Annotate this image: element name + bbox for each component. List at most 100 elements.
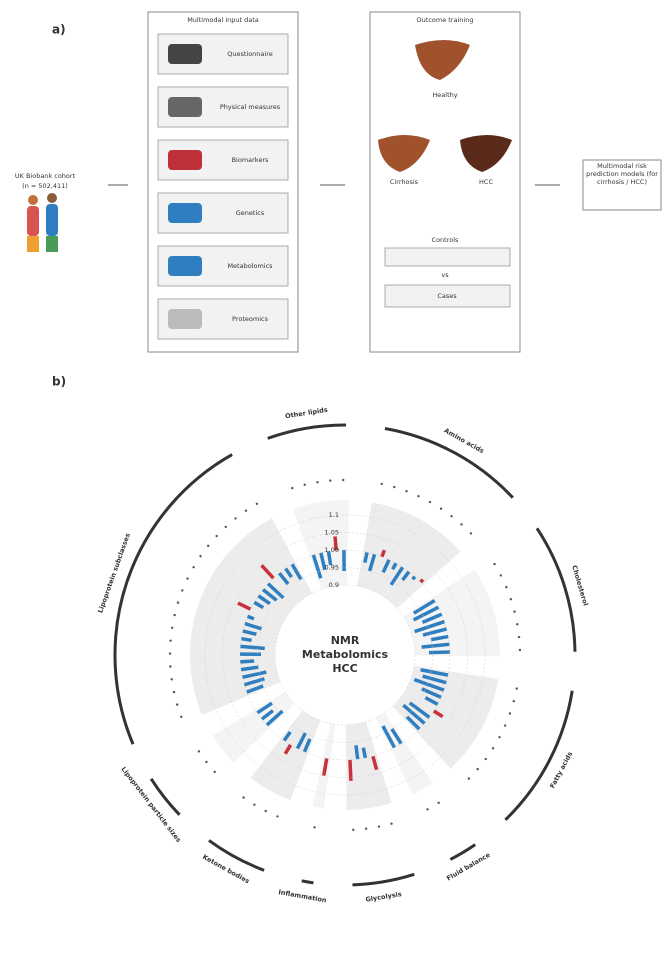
input-label: Biomarkers — [232, 156, 269, 164]
marker-dot — [291, 487, 293, 489]
marker-dot — [510, 598, 512, 600]
center-title: Metabolomics — [302, 648, 389, 661]
input-label: Genetics — [236, 209, 265, 217]
vs-label: vs — [441, 271, 449, 279]
marker-dot — [173, 614, 175, 616]
marker-dot — [181, 589, 183, 591]
marker-dot — [437, 802, 439, 804]
marker-dot — [500, 574, 502, 576]
marker-dot — [176, 703, 178, 705]
marker-dot — [516, 687, 518, 689]
marker-dot — [234, 517, 236, 519]
marker-dot — [426, 808, 428, 810]
center-title: NMR — [331, 634, 360, 647]
marker-dot — [468, 777, 470, 779]
marker-dot — [265, 810, 267, 812]
group-label: Inflammation — [278, 888, 328, 904]
controls-label: Controls — [432, 236, 459, 244]
output-text: Multimodal risk prediction models (for c… — [585, 162, 659, 186]
tick-label: 1.00 — [325, 546, 339, 554]
marker-dot — [493, 563, 495, 565]
marker-dot — [460, 523, 462, 525]
group-arc — [268, 425, 346, 438]
marker-dot — [352, 829, 354, 831]
marker-dot — [276, 815, 278, 817]
marker-dot — [429, 501, 431, 503]
outcome-title: Outcome training — [417, 16, 474, 24]
marker-dot — [518, 636, 520, 638]
marker-dot — [242, 796, 244, 798]
liver-label: Healthy — [432, 91, 457, 99]
marker-dot — [342, 479, 344, 481]
group-label: Lipoprotein subclasses — [96, 532, 132, 614]
marker-dot — [329, 479, 331, 481]
input-icon — [168, 44, 202, 64]
marker-dot — [509, 712, 511, 714]
marker-dot — [253, 804, 255, 806]
marker-dot — [245, 510, 247, 512]
bar — [363, 748, 365, 758]
marker-dot — [205, 761, 207, 763]
marker-dot — [199, 555, 201, 557]
marker-dot — [304, 483, 306, 485]
marker-dot — [169, 652, 171, 654]
bar — [247, 616, 254, 619]
marker-dot — [504, 724, 506, 726]
input-icon — [168, 203, 202, 223]
group-label: Fluid balance — [445, 851, 492, 883]
marker-dot — [171, 627, 173, 629]
bar — [356, 745, 358, 759]
panel-label: a) — [52, 23, 66, 37]
marker-dot — [214, 771, 216, 773]
group-label: Ketone bodies — [201, 853, 251, 886]
marker-dot — [169, 665, 171, 667]
marker-dot — [169, 639, 171, 641]
group-label: Cholesterol — [570, 564, 590, 606]
marker-dot — [365, 828, 367, 830]
marker-dot — [470, 532, 472, 534]
marker-dot — [485, 758, 487, 760]
bar — [382, 550, 384, 557]
bar — [421, 580, 424, 582]
bar — [241, 667, 258, 669]
bar — [350, 760, 351, 781]
cohort-title: UK Biobank cohort — [15, 172, 76, 180]
input-icon — [168, 150, 202, 170]
cohort-n: (n = 502,411) — [22, 182, 68, 190]
bar — [413, 577, 415, 580]
marker-dot — [519, 649, 521, 651]
bar — [429, 652, 450, 653]
marker-dot — [440, 508, 442, 510]
marker-dot — [393, 486, 395, 488]
marker-dot — [505, 586, 507, 588]
cases-label: Cases — [437, 292, 457, 300]
input-icon — [168, 309, 202, 329]
group-label: Other lipids — [285, 406, 329, 421]
group-label: Glycolysis — [365, 890, 402, 904]
group-arc — [537, 528, 575, 651]
marker-dot — [180, 716, 182, 718]
input-icon — [168, 97, 202, 117]
marker-dot — [177, 601, 179, 603]
marker-dot — [198, 750, 200, 752]
marker-dot — [450, 515, 452, 517]
controls-box — [385, 248, 510, 266]
marker-dot — [207, 545, 209, 547]
output-wrap: Multimodal risk prediction models (for c… — [585, 162, 659, 208]
marker-dot — [513, 700, 515, 702]
input-label: Questionnaire — [227, 50, 273, 58]
marker-dot — [405, 490, 407, 492]
marker-dot — [171, 678, 173, 680]
input-title: Multimodal input data — [187, 16, 259, 24]
marker-dot — [186, 577, 188, 579]
group-arc — [385, 428, 513, 497]
marker-dot — [476, 768, 478, 770]
marker-dot — [390, 823, 392, 825]
group-label: Lipoprotein particle sizes — [119, 765, 182, 844]
group-arc — [302, 881, 314, 883]
marker-dot — [316, 481, 318, 483]
liver-label: Cirrhosis — [390, 178, 419, 186]
marker-dot — [192, 566, 194, 568]
